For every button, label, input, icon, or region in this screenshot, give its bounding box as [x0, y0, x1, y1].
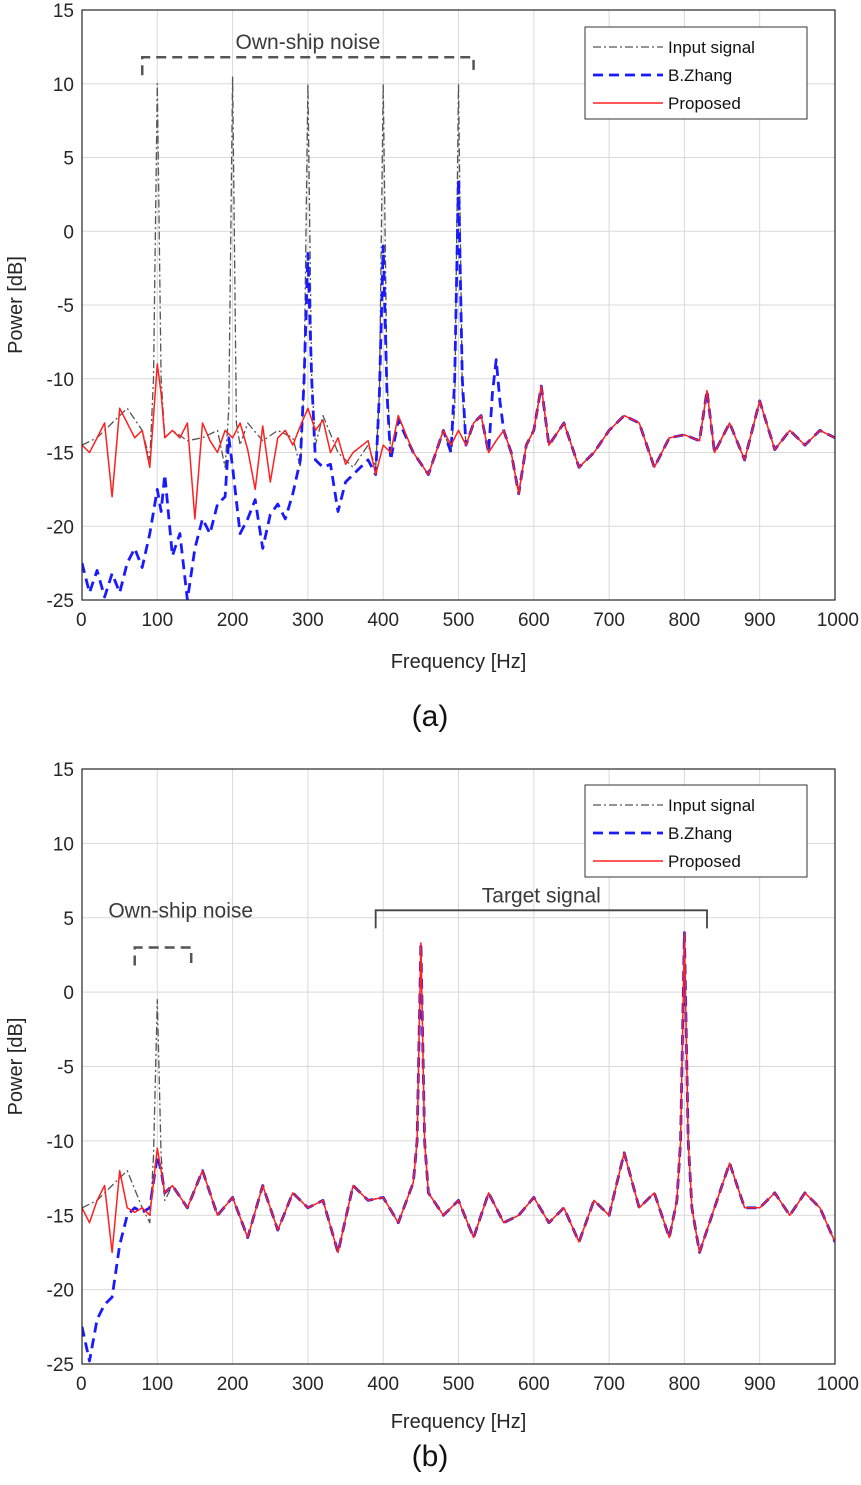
y-tick-label: -5 — [57, 296, 74, 317]
y-tick-label: 10 — [53, 75, 74, 96]
legend-label: Input signal — [668, 796, 755, 815]
legend-label: B.Zhang — [668, 66, 732, 85]
annotation-label: Target signal — [482, 884, 601, 907]
series-group — [82, 75, 835, 600]
x-axis-label: Frequency [Hz] — [391, 651, 527, 673]
chart-panel-a: 0 100 200 300 400 500 600 700 800 900 1000 15 10 5 0 -5… — [0, 0, 861, 742]
y-tick-label: 5 — [63, 909, 74, 930]
x-tick-label: 100 — [141, 1374, 173, 1395]
annotation-bracket — [140, 55, 475, 76]
figure-caption: (b) — [412, 1440, 449, 1473]
series-line-proposed — [82, 363, 835, 520]
y-tick-label: 10 — [53, 834, 74, 855]
x-tick-label: 500 — [443, 1374, 475, 1395]
x-tick-label: 300 — [292, 1374, 324, 1395]
y-tick-label: 0 — [63, 222, 74, 243]
figure-caption: (a) — [412, 700, 449, 733]
y-axis-label: Power [dB] — [5, 256, 27, 354]
x-tick-label: 600 — [518, 610, 550, 631]
x-tick-label: 500 — [443, 610, 475, 631]
x-axis-label: Frequency [Hz] — [391, 1411, 527, 1433]
x-tick-label: 400 — [367, 1374, 399, 1395]
y-tick-label: -5 — [57, 1058, 74, 1079]
y-tick-label: -10 — [47, 1132, 74, 1153]
annotation-bracket — [133, 946, 193, 966]
x-tick-label: 400 — [367, 610, 399, 631]
x-tick-label: 600 — [518, 1374, 550, 1395]
x-tick-label: 900 — [744, 1374, 776, 1395]
y-tick-label: 15 — [53, 1, 74, 22]
x-tick-label: 700 — [593, 1374, 625, 1395]
x-tick-label: 300 — [292, 610, 324, 631]
y-tick-label: -15 — [47, 444, 74, 465]
annotation-bracket — [374, 909, 708, 929]
legend-label: B.Zhang — [668, 824, 732, 843]
x-tick-label: 800 — [669, 1374, 701, 1395]
axes-frame — [81, 768, 836, 1365]
x-tick-label: 1000 — [817, 1374, 859, 1395]
x-tick-label: 0 — [76, 1374, 87, 1395]
x-tick-label: 700 — [593, 610, 625, 631]
annotation-label: Own-ship noise — [108, 900, 253, 923]
series-line-input-signal — [82, 75, 835, 495]
x-tick-label: 100 — [141, 610, 173, 631]
series-line-proposed — [82, 931, 835, 1254]
x-tick-label: 1000 — [817, 610, 859, 631]
y-tick-label: -20 — [47, 517, 74, 538]
x-tick-label: 800 — [669, 610, 701, 631]
y-tick-label: -25 — [47, 591, 74, 612]
chart-b-svg: 0 100 200 300 400 500 600 700 800 900 1000 15 10 5 0 -5… — [5, 760, 859, 1473]
x-tick-label: 200 — [217, 1374, 249, 1395]
y-tick-label: -25 — [47, 1355, 74, 1376]
y-tick-label: -20 — [47, 1281, 74, 1302]
legend-label: Input signal — [668, 38, 755, 57]
y-tick-label: -15 — [47, 1206, 74, 1227]
x-tick-label: 0 — [76, 610, 87, 631]
x-tick-label: 200 — [217, 610, 249, 631]
annotation-label: Own-ship noise — [236, 31, 381, 54]
y-tick-label: 0 — [63, 983, 74, 1004]
x-tick-label: 900 — [744, 610, 776, 631]
axes-frame — [81, 9, 836, 601]
legend-label: Proposed — [668, 94, 741, 113]
y-axis-label: Power [dB] — [5, 1018, 27, 1116]
legend-label: Proposed — [668, 852, 741, 871]
chart-a-svg: 0 100 200 300 400 500 600 700 800 900 1000 15 10 5 0 -5… — [5, 1, 859, 733]
chart-panel-b: 0 100 200 300 400 500 600 700 800 900 1000 15 10 5 0 -5… — [0, 742, 861, 1485]
y-tick-label: 15 — [53, 760, 74, 781]
y-tick-label: 5 — [63, 149, 74, 170]
series-group — [82, 931, 835, 1363]
y-tick-label: -10 — [47, 370, 74, 391]
